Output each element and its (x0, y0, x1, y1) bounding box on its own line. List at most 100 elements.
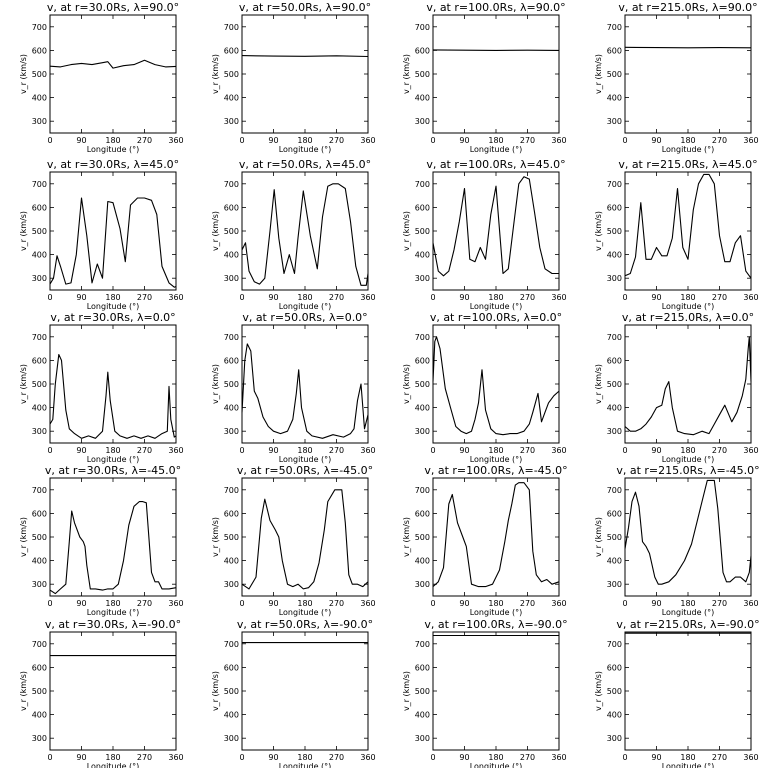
y-tick-label: 300 (32, 274, 47, 283)
x-tick-label: 0 (430, 753, 435, 762)
panel-title: v, at r=215.0Rs, λ=0.0° (622, 311, 754, 324)
x-tick-label: 360 (743, 446, 758, 455)
y-axis-label: v_r (km/s) (19, 211, 28, 251)
x-axis-label: Longitude (°) (662, 145, 715, 154)
series-line (241, 183, 369, 286)
y-tick-label: 500 (415, 380, 430, 389)
y-tick-label: 300 (415, 734, 430, 743)
x-tick-label: 270 (137, 599, 152, 608)
y-tick-label: 700 (224, 640, 239, 649)
y-tick-label: 300 (607, 427, 622, 436)
series-line (624, 173, 752, 279)
x-tick-label: 180 (488, 446, 503, 455)
x-tick-label: 0 (239, 293, 244, 302)
x-tick-label: 0 (622, 446, 627, 455)
x-tick-label: 360 (360, 599, 375, 608)
x-tick-label: 360 (743, 136, 758, 145)
panel-title: v, at r=50.0Rs, λ=-45.0° (237, 464, 373, 477)
y-tick-label: 700 (415, 333, 430, 342)
x-tick-label: 180 (680, 446, 695, 455)
y-tick-label: 600 (415, 663, 430, 672)
y-tick-label: 600 (415, 356, 430, 365)
y-axis-label: v_r (km/s) (594, 211, 603, 251)
series-line (624, 336, 752, 436)
panel-title: v, at r=30.0Rs, λ=90.0° (47, 1, 179, 14)
x-tick-label: 270 (329, 599, 344, 608)
y-tick-label: 400 (32, 404, 47, 413)
x-axis-label: Longitude (°) (470, 145, 523, 154)
y-tick-label: 700 (224, 486, 239, 495)
y-axis-label: v_r (km/s) (211, 54, 220, 94)
y-axis-label: v_r (km/s) (594, 671, 603, 711)
y-tick-label: 700 (32, 23, 47, 32)
x-tick-label: 90 (459, 136, 469, 145)
y-tick-label: 400 (415, 557, 430, 566)
x-tick-label: 270 (712, 293, 727, 302)
x-tick-label: 90 (651, 599, 661, 608)
x-tick-label: 360 (168, 446, 183, 455)
x-tick-label: 180 (105, 293, 120, 302)
x-tick-label: 90 (76, 599, 86, 608)
y-axis-label: v_r (km/s) (19, 54, 28, 94)
y-axis-label: v_r (km/s) (19, 517, 28, 557)
x-tick-label: 0 (47, 293, 52, 302)
panel-title: v, at r=215.0Rs, λ=-45.0° (616, 464, 759, 477)
x-tick-label: 180 (680, 293, 695, 302)
x-axis-label: Longitude (°) (470, 302, 523, 311)
y-tick-label: 500 (224, 70, 239, 79)
y-axis-label: v_r (km/s) (402, 211, 411, 251)
plot-frame (241, 171, 369, 291)
x-axis-label: Longitude (°) (279, 608, 332, 617)
x-tick-label: 90 (459, 293, 469, 302)
x-tick-label: 90 (76, 753, 86, 762)
y-tick-label: 300 (224, 427, 239, 436)
x-tick-label: 360 (551, 446, 566, 455)
x-tick-label: 90 (268, 293, 278, 302)
y-axis-label: v_r (km/s) (211, 364, 220, 404)
y-tick-label: 500 (415, 533, 430, 542)
y-tick-label: 700 (32, 333, 47, 342)
y-axis-label: v_r (km/s) (402, 364, 411, 404)
x-tick-label: 270 (712, 136, 727, 145)
y-tick-label: 500 (607, 70, 622, 79)
y-tick-label: 600 (32, 203, 47, 212)
y-tick-label: 300 (32, 427, 47, 436)
y-tick-label: 300 (607, 734, 622, 743)
y-tick-label: 400 (607, 251, 622, 260)
y-tick-label: 500 (32, 227, 47, 236)
y-tick-label: 300 (224, 734, 239, 743)
x-tick-label: 90 (651, 753, 661, 762)
x-axis-label: Longitude (°) (87, 762, 140, 768)
plot-frame (624, 14, 752, 134)
plot-frame (49, 477, 177, 597)
x-tick-label: 360 (168, 753, 183, 762)
y-tick-label: 300 (607, 580, 622, 589)
x-axis-label: Longitude (°) (470, 762, 523, 768)
plot-frame (49, 171, 177, 291)
x-tick-label: 180 (680, 136, 695, 145)
x-tick-label: 270 (329, 136, 344, 145)
panel-title: v, at r=100.0Rs, λ=0.0° (430, 311, 562, 324)
x-tick-label: 270 (137, 293, 152, 302)
x-tick-label: 360 (743, 753, 758, 762)
y-tick-label: 700 (415, 180, 430, 189)
x-tick-label: 180 (105, 599, 120, 608)
series-line (432, 49, 560, 51)
x-tick-label: 270 (520, 136, 535, 145)
x-axis-label: Longitude (°) (662, 762, 715, 768)
x-tick-label: 0 (622, 599, 627, 608)
y-tick-label: 300 (607, 117, 622, 126)
x-axis-label: Longitude (°) (87, 608, 140, 617)
x-tick-label: 180 (297, 599, 312, 608)
y-tick-label: 500 (607, 687, 622, 696)
x-tick-label: 270 (137, 446, 152, 455)
y-tick-label: 500 (224, 380, 239, 389)
x-axis-label: Longitude (°) (87, 455, 140, 464)
y-tick-label: 600 (607, 663, 622, 672)
x-axis-label: Longitude (°) (87, 145, 140, 154)
y-tick-label: 600 (224, 663, 239, 672)
y-tick-label: 300 (32, 734, 47, 743)
y-tick-label: 500 (32, 687, 47, 696)
y-tick-label: 500 (32, 70, 47, 79)
x-tick-label: 0 (239, 599, 244, 608)
